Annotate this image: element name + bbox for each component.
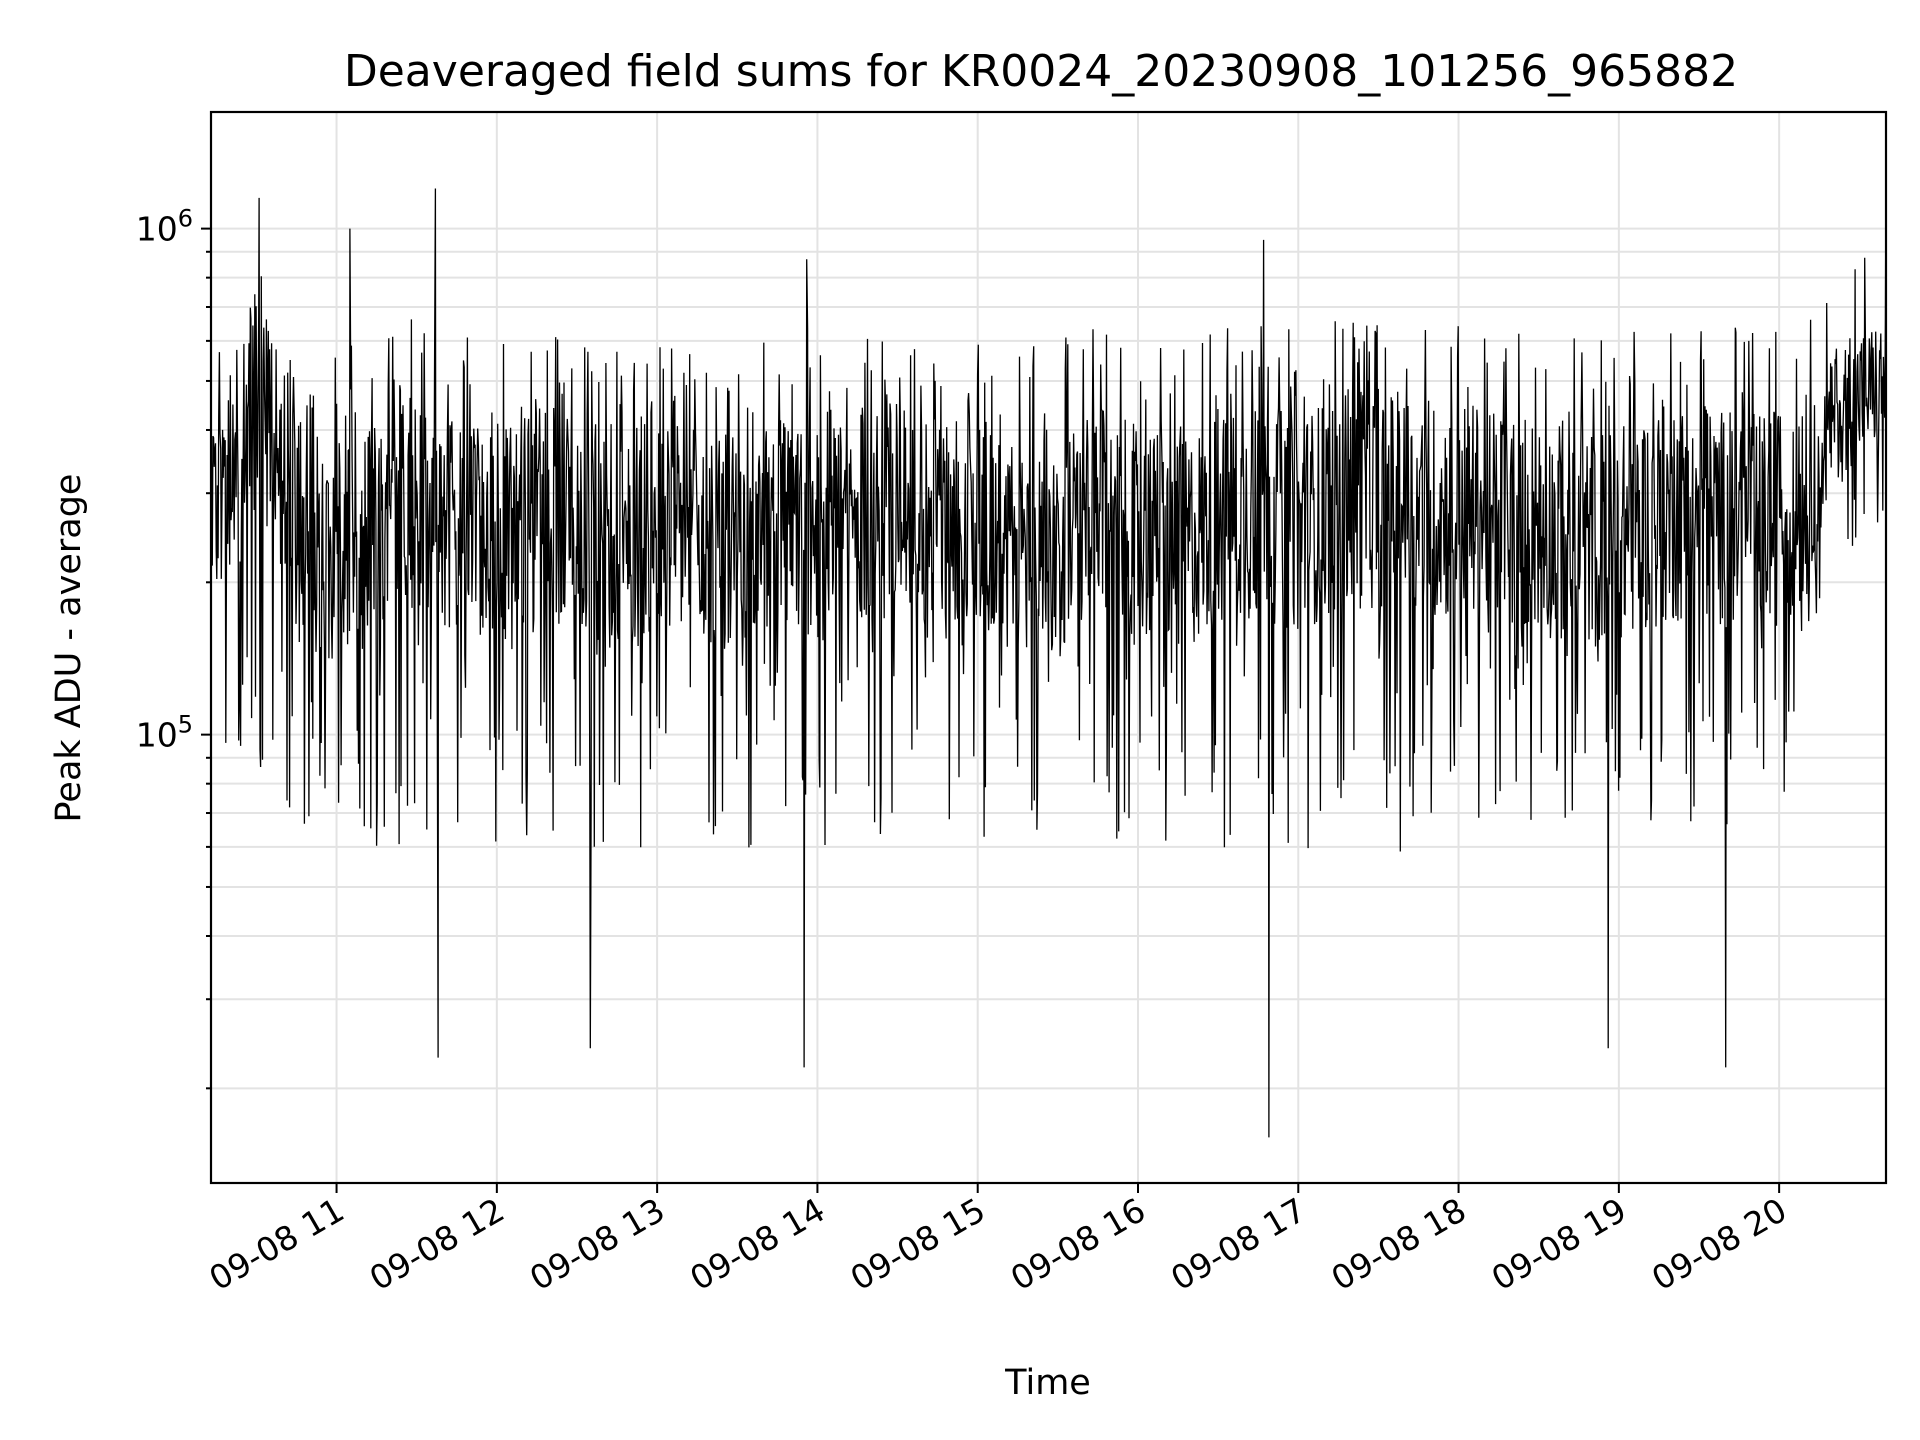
y-axis-label: Peak ADU - average bbox=[49, 474, 89, 823]
chart-title: Deaveraged field sums for KR0024_2023090… bbox=[344, 46, 1738, 97]
x-ticks: 09-08 11 09-08 12 09-08 13 09-08 14 09-08 15… bbox=[203, 1183, 1793, 1298]
x-tick-label: 09-08 20 bbox=[1645, 1190, 1793, 1298]
x-tick-label: 09-08 11 bbox=[203, 1190, 351, 1298]
x-tick-label: 09-08 12 bbox=[363, 1190, 511, 1298]
plot-frame bbox=[209, 110, 1888, 1185]
y-ticks: 105 106 bbox=[136, 205, 211, 1090]
series-line bbox=[210, 170, 1887, 1138]
y-tick-label: 106 bbox=[136, 205, 193, 249]
x-tick-label: 09-08 15 bbox=[844, 1190, 992, 1298]
x-tick-label: 09-08 18 bbox=[1325, 1190, 1473, 1298]
x-tick-label: 09-08 19 bbox=[1485, 1190, 1633, 1298]
x-axis-label: Time bbox=[1004, 1363, 1091, 1403]
x-tick-label: 09-08 14 bbox=[683, 1190, 831, 1298]
x-tick-label: 09-08 13 bbox=[523, 1190, 671, 1298]
data-layer bbox=[210, 170, 1887, 1138]
x-tick-label: 09-08 16 bbox=[1004, 1190, 1152, 1298]
y-tick-label: 105 bbox=[136, 711, 193, 755]
grid-layer bbox=[211, 112, 1886, 1183]
x-tick-label: 09-08 17 bbox=[1164, 1190, 1312, 1298]
